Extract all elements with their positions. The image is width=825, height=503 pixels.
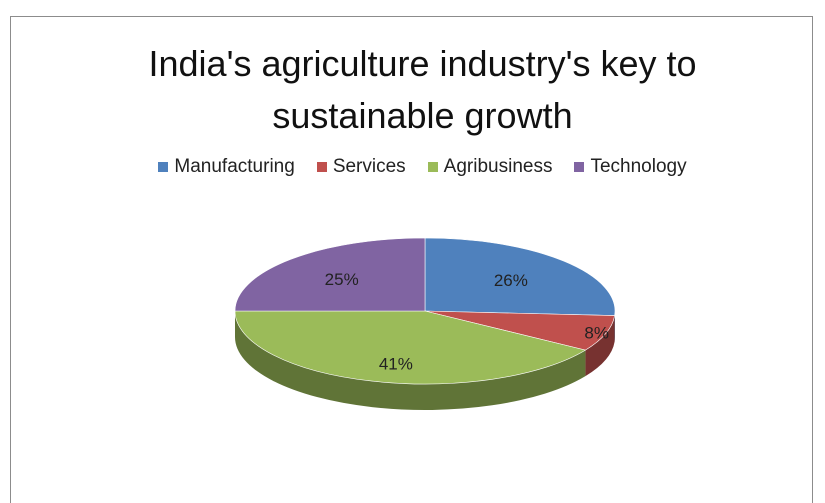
legend-item-services: Services	[316, 156, 406, 178]
slice-label-services: 8%	[584, 323, 609, 342]
pie-slice-manufacturing	[424, 237, 616, 316]
legend-swatch-services	[316, 162, 327, 172]
legend-label-manufacturing: Manufacturing	[174, 156, 295, 177]
legend-label-technology: Technology	[590, 156, 687, 177]
legend-label-services: Services	[332, 156, 406, 177]
legend-item-agribusiness: Agribusiness	[427, 156, 553, 178]
chart-title-line-2: sustainable growth	[272, 95, 573, 136]
slice-label-agribusiness: 41%	[379, 355, 413, 374]
chart-title-line-1: India's agriculture industry's key to	[148, 43, 697, 84]
pie-slice-technology	[234, 237, 426, 312]
legend-swatch-technology	[574, 162, 585, 172]
legend-swatch-agribusiness	[427, 162, 438, 172]
pie-side-agribusiness	[235, 311, 586, 410]
pie-slice-services	[424, 310, 615, 351]
slice-label-technology: 25%	[325, 270, 359, 289]
slice-label-manufacturing: 26%	[494, 271, 528, 290]
chart-legend: Manufacturing Services Agribusiness Tech…	[0, 156, 825, 178]
legend-swatch-manufacturing	[158, 162, 169, 172]
legend-item-manufacturing: Manufacturing	[158, 156, 295, 178]
legend-item-technology: Technology	[574, 156, 687, 178]
chart-title: India's agriculture industry's key to su…	[0, 38, 825, 142]
legend-label-agribusiness: Agribusiness	[443, 156, 553, 177]
pie-side-services	[585, 315, 615, 377]
pie-slice-agribusiness	[234, 310, 587, 385]
